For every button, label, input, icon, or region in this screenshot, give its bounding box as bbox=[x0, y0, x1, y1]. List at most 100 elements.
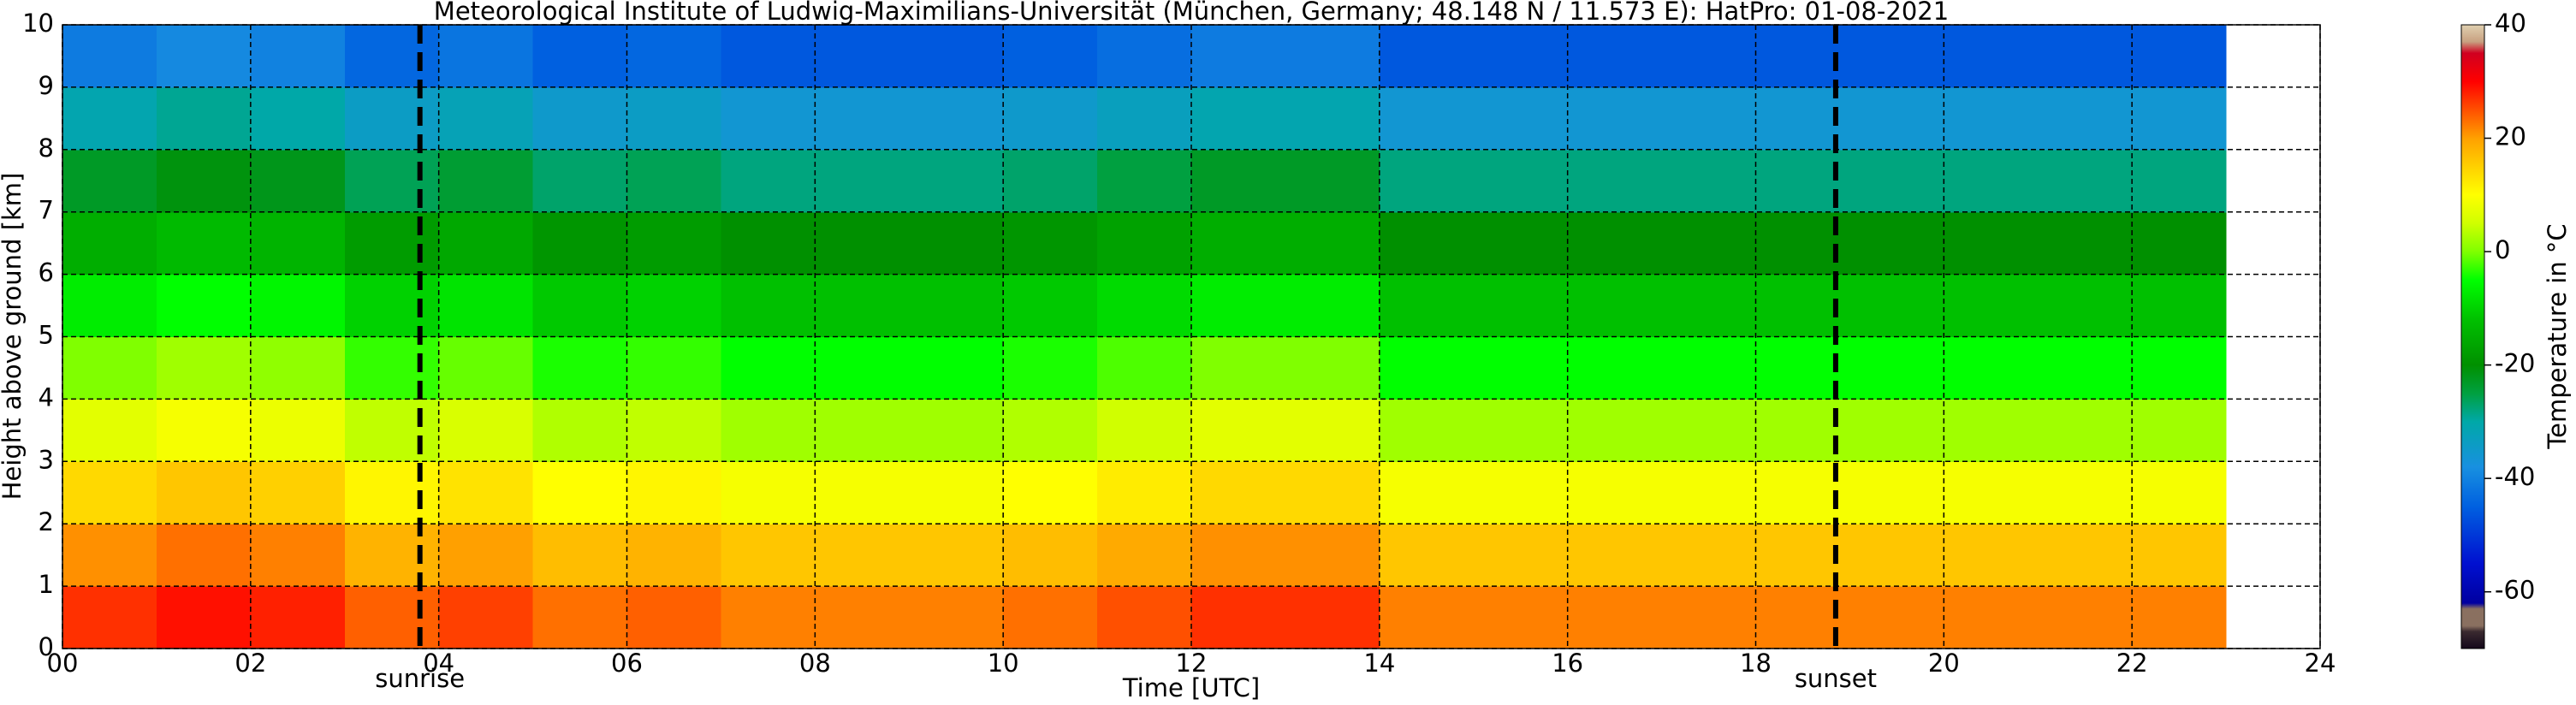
heatmap-cell bbox=[1849, 25, 1944, 88]
heatmap-cell bbox=[1849, 524, 1944, 587]
heatmap-cell bbox=[1849, 86, 1944, 151]
heatmap-cell bbox=[1191, 211, 1286, 275]
heatmap-cell bbox=[909, 211, 1004, 275]
heatmap-cell bbox=[532, 25, 628, 88]
heatmap-cell bbox=[2038, 149, 2133, 213]
chart-title: Meteorological Institute of Ludwig-Maxim… bbox=[434, 0, 1949, 26]
heatmap-cell bbox=[1191, 274, 1286, 338]
heatmap-cell bbox=[250, 274, 346, 338]
heatmap-cell bbox=[1944, 586, 2039, 649]
x-tick-label: 02 bbox=[234, 649, 266, 678]
heatmap-cell bbox=[344, 211, 440, 275]
heatmap-cell bbox=[815, 586, 910, 649]
heatmap-cell bbox=[1379, 461, 1475, 524]
heatmap-cell bbox=[2038, 586, 2133, 649]
heatmap-cell bbox=[1003, 25, 1098, 88]
heatmap-cell bbox=[344, 86, 440, 151]
heatmap-cell bbox=[1379, 399, 1475, 462]
heatmap-cell bbox=[1567, 274, 1663, 338]
heatmap-cell bbox=[721, 336, 816, 400]
heatmap-cell bbox=[815, 524, 910, 587]
heatmap-cell bbox=[250, 586, 346, 649]
heatmap-cell bbox=[1473, 524, 1569, 587]
heatmap-cell bbox=[62, 274, 157, 338]
heatmap-cell bbox=[1473, 211, 1569, 275]
heatmap-cell bbox=[1849, 461, 1944, 524]
heatmap-cell bbox=[1285, 524, 1380, 587]
heatmap-cell bbox=[909, 399, 1004, 462]
x-tick-label: 20 bbox=[1928, 649, 1960, 678]
heatmap-cell bbox=[1097, 336, 1192, 400]
heatmap-cell bbox=[1003, 149, 1098, 213]
heatmap-cell bbox=[438, 86, 534, 151]
heatmap-cell bbox=[721, 86, 816, 151]
heatmap-cell bbox=[62, 25, 157, 88]
heatmap-cell bbox=[1097, 25, 1192, 88]
heatmap-cell bbox=[626, 86, 722, 151]
heatmap-cell bbox=[250, 461, 346, 524]
heatmap-cell bbox=[815, 149, 910, 213]
x-tick-label: 08 bbox=[799, 649, 831, 678]
x-tick-label: 14 bbox=[1363, 649, 1395, 678]
colorbar-tick-label: -20 bbox=[2495, 349, 2535, 378]
heatmap-cell bbox=[1191, 399, 1286, 462]
heatmap-cell bbox=[1473, 86, 1569, 151]
heatmap-cell bbox=[1285, 25, 1380, 88]
heatmap-cell bbox=[62, 86, 157, 151]
heatmap-cell bbox=[721, 274, 816, 338]
heatmap-cell bbox=[156, 86, 252, 151]
heatmap-cell bbox=[1003, 399, 1098, 462]
heatmap-cell bbox=[1849, 586, 1944, 649]
heatmap-cell bbox=[626, 149, 722, 213]
heatmap-cell bbox=[1379, 274, 1475, 338]
heatmap-cell bbox=[1661, 461, 1757, 524]
heatmap-cell bbox=[1191, 86, 1286, 151]
heatmap-cell bbox=[344, 524, 440, 587]
y-tick-label: 4 bbox=[39, 382, 54, 412]
x-tick-label: 18 bbox=[1740, 649, 1772, 678]
heatmap-cell bbox=[626, 274, 722, 338]
colorbar-tick-label: -40 bbox=[2495, 462, 2535, 491]
heatmap-cell bbox=[1097, 274, 1192, 338]
marker-label: sunrise bbox=[375, 664, 465, 693]
heatmap-cell bbox=[1944, 25, 2039, 88]
heatmap-cell bbox=[2132, 586, 2227, 649]
heatmap-cell bbox=[1097, 399, 1192, 462]
heatmap-cell bbox=[1379, 336, 1475, 400]
heatmap-cell bbox=[156, 399, 252, 462]
heatmap-cell bbox=[2038, 274, 2133, 338]
heatmap-cell bbox=[62, 399, 157, 462]
heatmap-cell bbox=[1473, 461, 1569, 524]
heatmap-cell bbox=[1944, 524, 2039, 587]
heatmap-cell bbox=[1567, 399, 1663, 462]
colorbar-tick-label: 20 bbox=[2495, 122, 2526, 151]
heatmap-cell bbox=[815, 211, 910, 275]
heatmap-cell bbox=[1567, 25, 1663, 88]
heatmap-cell bbox=[1944, 399, 2039, 462]
heatmap-cell bbox=[909, 336, 1004, 400]
heatmap-cell bbox=[1944, 149, 2039, 213]
y-tick-label: 8 bbox=[39, 133, 54, 163]
heatmap-cell bbox=[1191, 149, 1286, 213]
heatmap-cell bbox=[156, 524, 252, 587]
heatmap-cell bbox=[1473, 25, 1569, 88]
heatmap-cell bbox=[1285, 336, 1380, 400]
heatmap-cell bbox=[532, 274, 628, 338]
heatmap-cell bbox=[2132, 336, 2227, 400]
heatmap-cell bbox=[2132, 149, 2227, 213]
heatmap-cell bbox=[626, 336, 722, 400]
heatmap-cell bbox=[1003, 86, 1098, 151]
x-tick-label: 24 bbox=[2305, 649, 2336, 678]
x-tick-label: 10 bbox=[988, 649, 1019, 678]
heatmap-cell bbox=[1567, 211, 1663, 275]
heatmap-cell bbox=[1567, 149, 1663, 213]
heatmap-cell bbox=[62, 524, 157, 587]
heatmap-cell bbox=[250, 149, 346, 213]
heatmap-cell bbox=[909, 149, 1004, 213]
heatmap-cell bbox=[438, 586, 534, 649]
heatmap-cell bbox=[2038, 524, 2133, 587]
heatmap-cell bbox=[1849, 274, 1944, 338]
heatmap-cell bbox=[1944, 211, 2039, 275]
heatmap-cell bbox=[1944, 336, 2039, 400]
heatmap-cell bbox=[438, 211, 534, 275]
